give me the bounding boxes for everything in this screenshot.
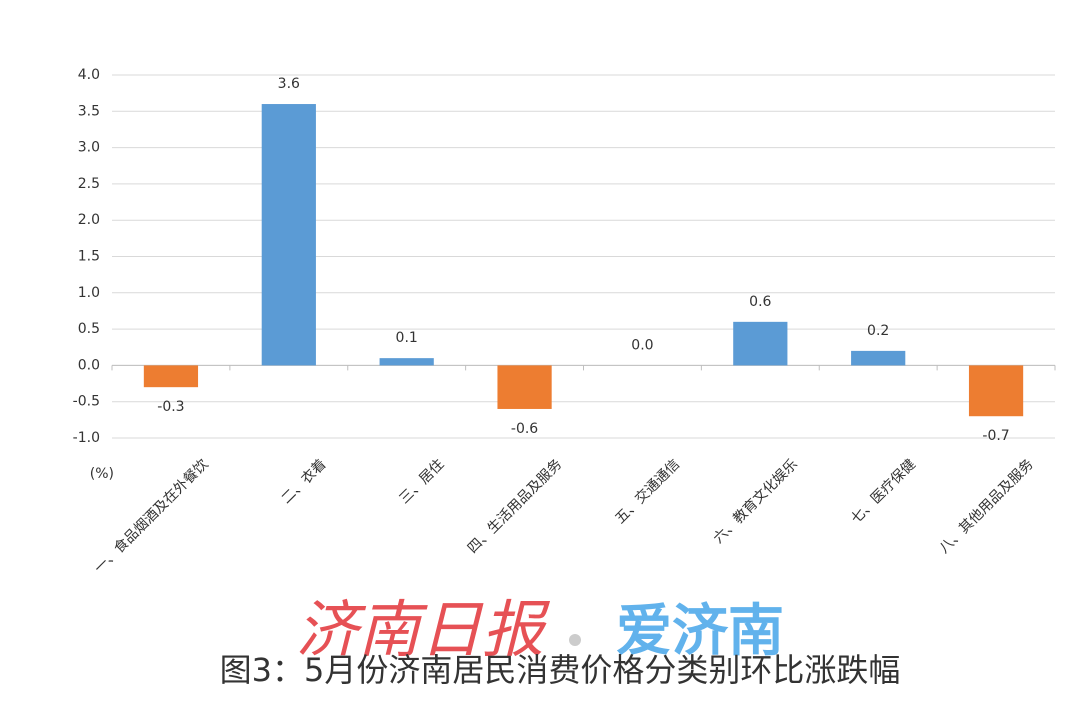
y-unit: (%) [90, 466, 114, 482]
bar [968, 365, 1024, 417]
y-tick-label: 1.5 [78, 249, 100, 265]
x-tick-label: 五、交通通信 [612, 456, 683, 527]
y-tick-label: 3.5 [78, 103, 100, 119]
data-label: 3.6 [278, 76, 300, 92]
y-tick-label: -0.5 [73, 394, 100, 410]
watermark-dot [569, 634, 581, 646]
y-tick-label: 0.5 [78, 321, 100, 337]
data-label: -0.3 [157, 399, 184, 415]
data-label: -0.6 [511, 421, 538, 437]
watermark: 爱济南 [616, 599, 784, 664]
data-label: 0.0 [631, 337, 653, 353]
y-tick-label: 2.5 [78, 176, 100, 192]
x-tick-label: 三、居住 [396, 456, 447, 507]
bar [261, 104, 316, 366]
bar [143, 365, 199, 388]
x-tick-label: 八、其他用品及服务 [936, 456, 1036, 556]
y-tick-label: 2.0 [78, 212, 100, 228]
data-label: 0.6 [749, 294, 771, 310]
x-tick-label: 七、医疗保健 [848, 456, 919, 527]
x-tick-label: 六、教育文化娱乐 [710, 456, 801, 547]
x-tick-label: 四、生活用品及服务 [465, 456, 565, 556]
data-label: -0.7 [982, 428, 1009, 444]
bar [379, 358, 434, 366]
data-label: 0.2 [867, 323, 889, 339]
bar [851, 350, 906, 366]
y-tick-label: 3.0 [78, 140, 100, 156]
x-tick-label: 二、衣着 [279, 456, 330, 507]
data-label: 0.1 [396, 330, 418, 346]
y-tick-label: 0.0 [78, 357, 100, 373]
y-tick-label: 1.0 [78, 285, 100, 301]
chart-title: 图3：5月份济南居民消费价格分类别环比涨跌幅 [220, 651, 901, 689]
watermark: 济南日报 [296, 593, 551, 666]
y-tick-label: -1.0 [73, 430, 100, 446]
bar [733, 321, 788, 366]
bar [497, 365, 552, 409]
y-tick-label: 4.0 [78, 67, 100, 83]
